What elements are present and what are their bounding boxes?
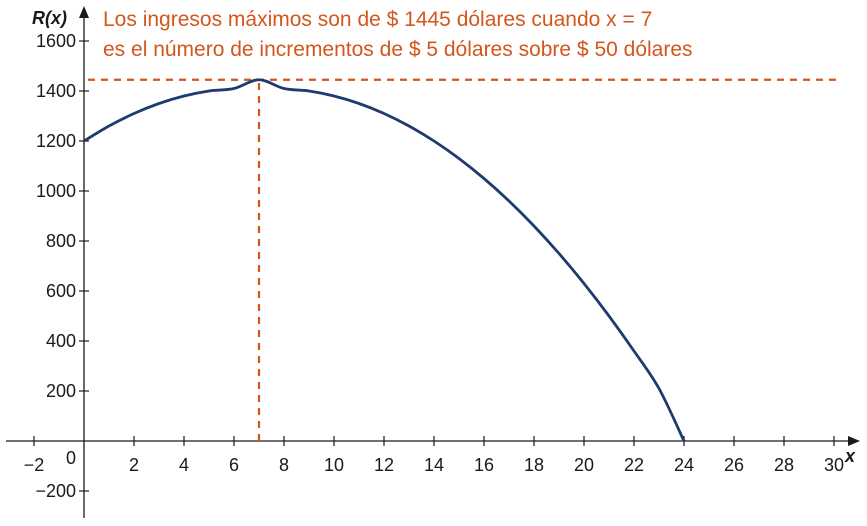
- x-tick-label: 8: [279, 455, 289, 475]
- y-tick-label: 400: [46, 331, 76, 351]
- revenue-curve: [83, 78, 686, 442]
- axes: [6, 6, 860, 518]
- y-tick-label: 600: [46, 281, 76, 301]
- x-tick-label: 26: [724, 455, 744, 475]
- y-tick-label: 1600: [36, 31, 76, 51]
- x-tick-label: 18: [524, 455, 544, 475]
- y-tick-label: 800: [46, 231, 76, 251]
- y-axis-arrow: [79, 6, 89, 18]
- x-axis-title: x: [844, 446, 856, 466]
- x-tick-label: 30: [824, 455, 844, 475]
- x-tick-label: 2: [129, 455, 139, 475]
- y-tick-label: 200: [46, 381, 76, 401]
- y-axis-title: R(x): [32, 8, 67, 28]
- x-tick-label: 4: [179, 455, 189, 475]
- y-tick-label: 1200: [36, 131, 76, 151]
- x-tick-label: 6: [229, 455, 239, 475]
- annotation-line-1: Los ingresos máximos son de $ 1445 dólar…: [103, 8, 653, 31]
- x-tick-label: 28: [774, 455, 794, 475]
- annotation-line-2: es el número de incrementos de $ 5 dólar…: [103, 38, 693, 61]
- reference-lines: [88, 78, 836, 441]
- x-tick-label: 22: [624, 455, 644, 475]
- x-axis-arrow: [848, 436, 860, 446]
- y-tick-label: 1400: [36, 81, 76, 101]
- x-tick-label: 12: [374, 455, 394, 475]
- x-tick-label: 14: [424, 455, 444, 475]
- series: [83, 78, 686, 442]
- y-tick-label: 1000: [36, 181, 76, 201]
- x-tick-label: −2: [24, 455, 45, 475]
- x-tick-label: 16: [474, 455, 494, 475]
- y-tick-label: −200: [35, 481, 76, 501]
- x-tick-label: 24: [674, 455, 694, 475]
- ticks: −2 2 4 6 8 10 12 14 16 18 20 22 24 26 28 30−20020040060…: [24, 31, 844, 501]
- x-tick-label: 10: [324, 455, 344, 475]
- x-tick-label: 20: [574, 455, 594, 475]
- origin-label: 0: [66, 448, 76, 468]
